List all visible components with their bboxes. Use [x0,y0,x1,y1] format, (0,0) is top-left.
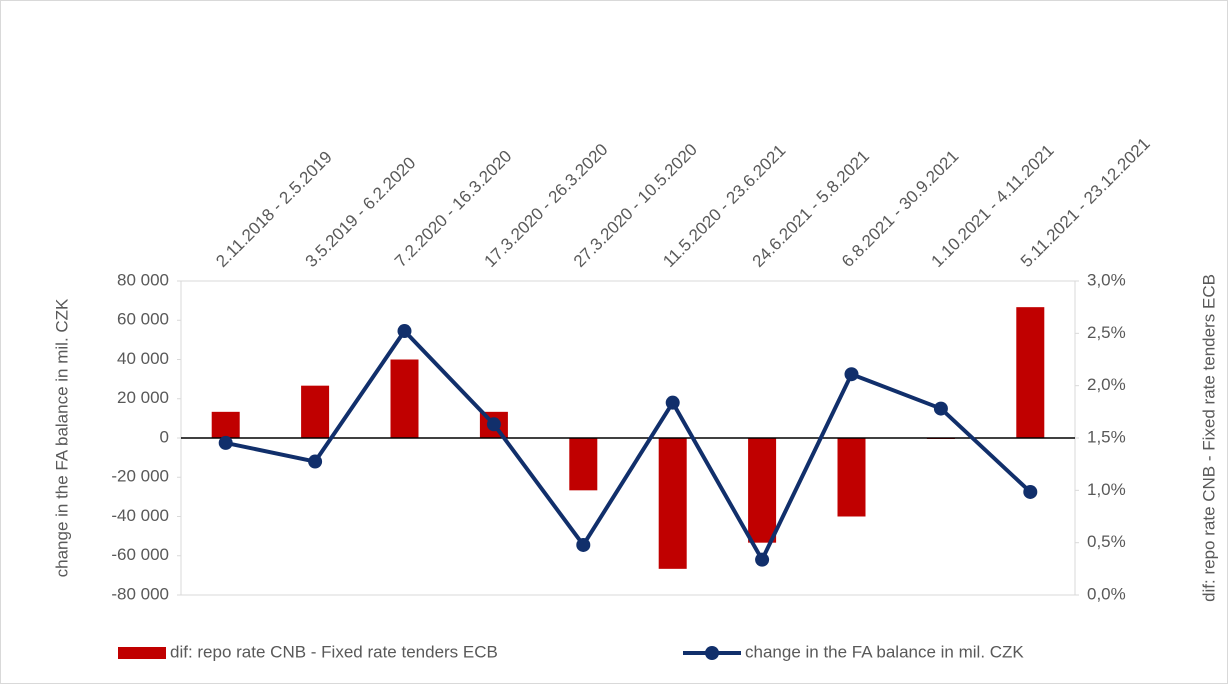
y-tick-label: 80 000 [117,270,169,289]
y-tick-label: 0 [160,427,169,446]
line-marker [844,367,859,382]
bar [390,359,419,438]
y2-tick-label: 2,0% [1087,375,1126,394]
y-axis-title: change in the FA balance in mil. CZK [52,298,71,577]
bar [1016,307,1045,438]
y-tick-label: -20 000 [111,467,169,486]
y2-tick-label: 2,5% [1087,323,1126,342]
bar [211,411,240,438]
y2-tick-label: 3,0% [1087,270,1126,289]
line-marker [665,395,680,410]
y-tick-label: 40 000 [117,349,169,368]
line-marker [933,401,948,416]
y2-tick-label: 0,5% [1087,532,1126,551]
y2-axis-title: dif: repo rate CNB - Fixed rate tenders … [1199,274,1218,602]
y-tick-label: 20 000 [117,388,169,407]
line [225,329,1032,562]
y-tick-label: -40 000 [111,506,169,525]
legend-swatch [118,647,166,659]
line-marker [218,435,233,450]
line-marker [1023,484,1038,499]
line-marker [308,454,323,469]
y-tick-label: -60 000 [111,545,169,564]
line-marker [486,417,501,432]
y-tick-label: 60 000 [117,310,169,329]
line-marker [755,552,770,567]
bar [748,438,777,543]
bar [301,385,330,438]
bar [837,438,866,517]
bar [658,438,687,569]
line-marker [397,324,412,339]
legend-marker [705,646,719,660]
legend-label: dif: repo rate CNB - Fixed rate tenders … [170,642,498,661]
y2-tick-label: 1,5% [1087,427,1126,446]
line-marker [576,537,591,552]
legend-label: change in the FA balance in mil. CZK [745,642,1024,661]
y2-tick-label: 0,0% [1087,584,1126,603]
y2-tick-label: 1,0% [1087,480,1126,499]
bar [569,438,598,491]
y-tick-label: -80 000 [111,584,169,603]
